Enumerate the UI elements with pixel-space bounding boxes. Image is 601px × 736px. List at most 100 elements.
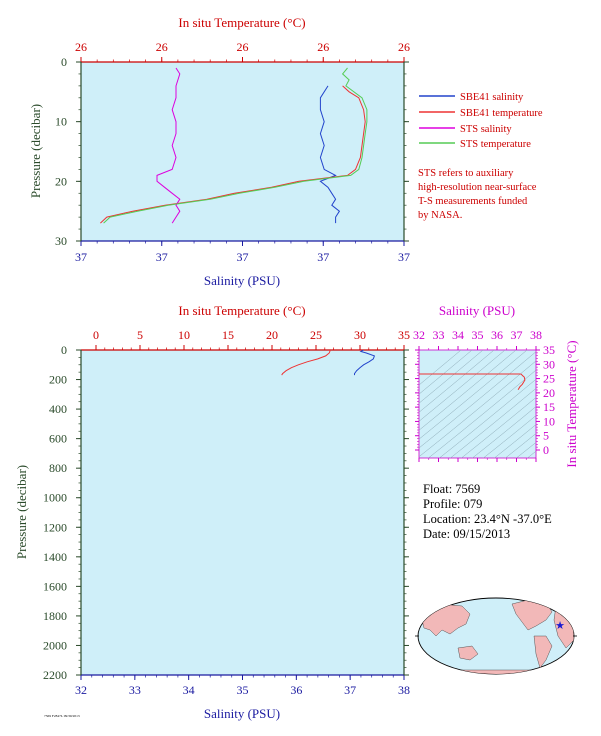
ts-salinity-tick-label: 34 [452, 328, 464, 342]
bottom-salinity-tick-label: 37 [344, 683, 356, 697]
bottom-pressure-tick-label: 2000 [43, 638, 67, 652]
bottom-pressure-tick-label: 1800 [43, 609, 67, 623]
top-temperature-tick-label: 26 [156, 40, 168, 54]
bottom-plot-area [80, 349, 405, 676]
bottom-pressure-tick-label: 1000 [43, 491, 67, 505]
ts-series [419, 373, 526, 390]
top-series-line-sbe41-salinity [319, 85, 341, 224]
ts-salinity-tick-label: 33 [433, 328, 445, 342]
top-salinity-tick-label: 37 [317, 250, 329, 264]
legend-item-sbe41-temperature: SBE41 temperature [419, 108, 543, 119]
ts-density-contour [419, 350, 528, 440]
bottom-salinity-axis-title: Salinity (PSU) [204, 706, 280, 721]
bottom-pressure-tick-label: 0 [61, 343, 67, 357]
legend-label: STS temperature [460, 139, 531, 150]
ts-density-contours [419, 350, 536, 458]
bottom-temperature-tick-label: 35 [398, 328, 410, 342]
ts-temperature-tick-label: 0 [543, 443, 549, 457]
ts-density-contour [427, 369, 536, 458]
ts-salinity-tick-label: 38 [530, 328, 542, 342]
ts-density-contour [419, 350, 462, 386]
ts-temperature-axis-title: In situ Temperature (°C) [564, 340, 579, 467]
ts-density-contour [449, 388, 536, 458]
ts-density-contour [515, 442, 536, 458]
bottom-pressure-tick-label: 600 [49, 432, 67, 446]
top-salinity-tick-label: 37 [237, 250, 249, 264]
ts-density-contour [526, 450, 536, 458]
legend-note-line: by NASA. [418, 210, 462, 221]
ts-temperature-tick-label: 5 [543, 429, 549, 443]
profile-date: Date: 09/15/2013 [423, 527, 510, 541]
float-location-marker: ★ [555, 620, 565, 632]
bottom-salinity-tick-label: 33 [129, 683, 141, 697]
footer-id-text: 7569 F2847L 09/30/2013 [44, 714, 80, 718]
top-pressure-tick-label: 0 [61, 55, 67, 69]
ts-temperature-tick-label: 10 [543, 414, 555, 428]
bottom-temperature-tick-label: 0 [93, 328, 99, 342]
ts-density-contour [419, 360, 536, 458]
map-land-south-america [533, 635, 553, 669]
ts-density-contour [419, 350, 506, 422]
legend-item-sts-temperature: STS temperature [419, 139, 531, 150]
ts-density-contour [438, 378, 536, 458]
ts-density-contour [419, 350, 495, 413]
top-series [100, 67, 368, 224]
bottom-temperature-tick-label: 30 [354, 328, 366, 342]
top-series-line-sbe41-temperature [100, 85, 366, 224]
map-land-australia [457, 645, 479, 661]
ts-salinity-axis-title: Salinity (PSU) [439, 303, 515, 318]
ts-density-contour [504, 433, 536, 458]
ts-salinity-tick-label: 37 [511, 328, 523, 342]
bottom-series [281, 350, 376, 376]
top-pressure-tick-label: 10 [55, 115, 67, 129]
top-salinity-tick-label: 37 [75, 250, 87, 264]
bottom-axes: 0 5 10 15 20 25 30 35 32 33 34 35 36 37 38 0 200 400 600 80… [43, 328, 410, 697]
top-pressure-axis-title: Pressure (decibar) [28, 104, 43, 198]
profile-number: Profile: 079 [423, 497, 482, 511]
top-profile-panel: In situ Temperature (°C) Salinity (PSU) … [28, 15, 410, 288]
bottom-salinity-tick-label: 38 [398, 683, 410, 697]
legend-label: SBE41 salinity [460, 92, 524, 103]
ts-salinity-tick-label: 32 [413, 328, 425, 342]
bottom-salinity-tick-label: 36 [290, 683, 302, 697]
bottom-temperature-tick-label: 25 [310, 328, 322, 342]
legend-note-line: high-resolution near-surface [418, 182, 537, 193]
ts-density-contour [493, 424, 536, 458]
ts-temperature-tick-label: 30 [543, 357, 555, 371]
legend-item-sts-salinity: STS salinity [419, 124, 512, 135]
ts-salinity-tick-label: 35 [472, 328, 484, 342]
ts-temperature-tick-label: 20 [543, 386, 555, 400]
bottom-temperature-tick-label: 15 [222, 328, 234, 342]
ts-diagram-panel: Salinity (PSU) In situ Temperature (°C) … [413, 303, 579, 468]
ts-temperature-tick-label: 35 [543, 343, 555, 357]
legend-note-line: STS refers to auxiliary [418, 168, 514, 179]
bottom-pressure-tick-label: 400 [49, 402, 67, 416]
ts-density-contour [419, 350, 517, 431]
top-series-line-sts-temperature [103, 67, 368, 224]
map-land-antarctica [429, 669, 561, 674]
bottom-pressure-tick-label: 1400 [43, 550, 67, 564]
ts-curve [517, 373, 526, 390]
bottom-pressure-tick-label: 1600 [43, 579, 67, 593]
legend-note-line: T-S measurements funded [418, 196, 528, 207]
ts-density-contour [460, 397, 536, 458]
bottom-salinity-tick-label: 34 [183, 683, 195, 697]
top-pressure-tick-label: 20 [55, 174, 67, 188]
bottom-profile-panel: In situ Temperature (°C) Salinity (PSU) … [14, 303, 410, 721]
ts-temperature-tick-label: 15 [543, 400, 555, 414]
top-temperature-tick-label: 26 [75, 40, 87, 54]
float-info: Float: 7569 Profile: 079 Location: 23.4°… [423, 482, 552, 541]
bottom-series-line-salinity [354, 350, 376, 376]
top-temperature-tick-label: 26 [317, 40, 329, 54]
float-location: Location: 23.4°N -37.0°E [423, 512, 552, 526]
float-id: Float: 7569 [423, 482, 480, 496]
top-plot-area [80, 61, 405, 242]
bottom-pressure-tick-label: 1200 [43, 520, 67, 534]
ts-density-contour [471, 406, 536, 458]
ts-density-contour [419, 350, 484, 404]
bottom-series-line-temperature [281, 350, 331, 376]
bottom-temperature-tick-label: 10 [178, 328, 190, 342]
bottom-salinity-tick-label: 35 [237, 683, 249, 697]
